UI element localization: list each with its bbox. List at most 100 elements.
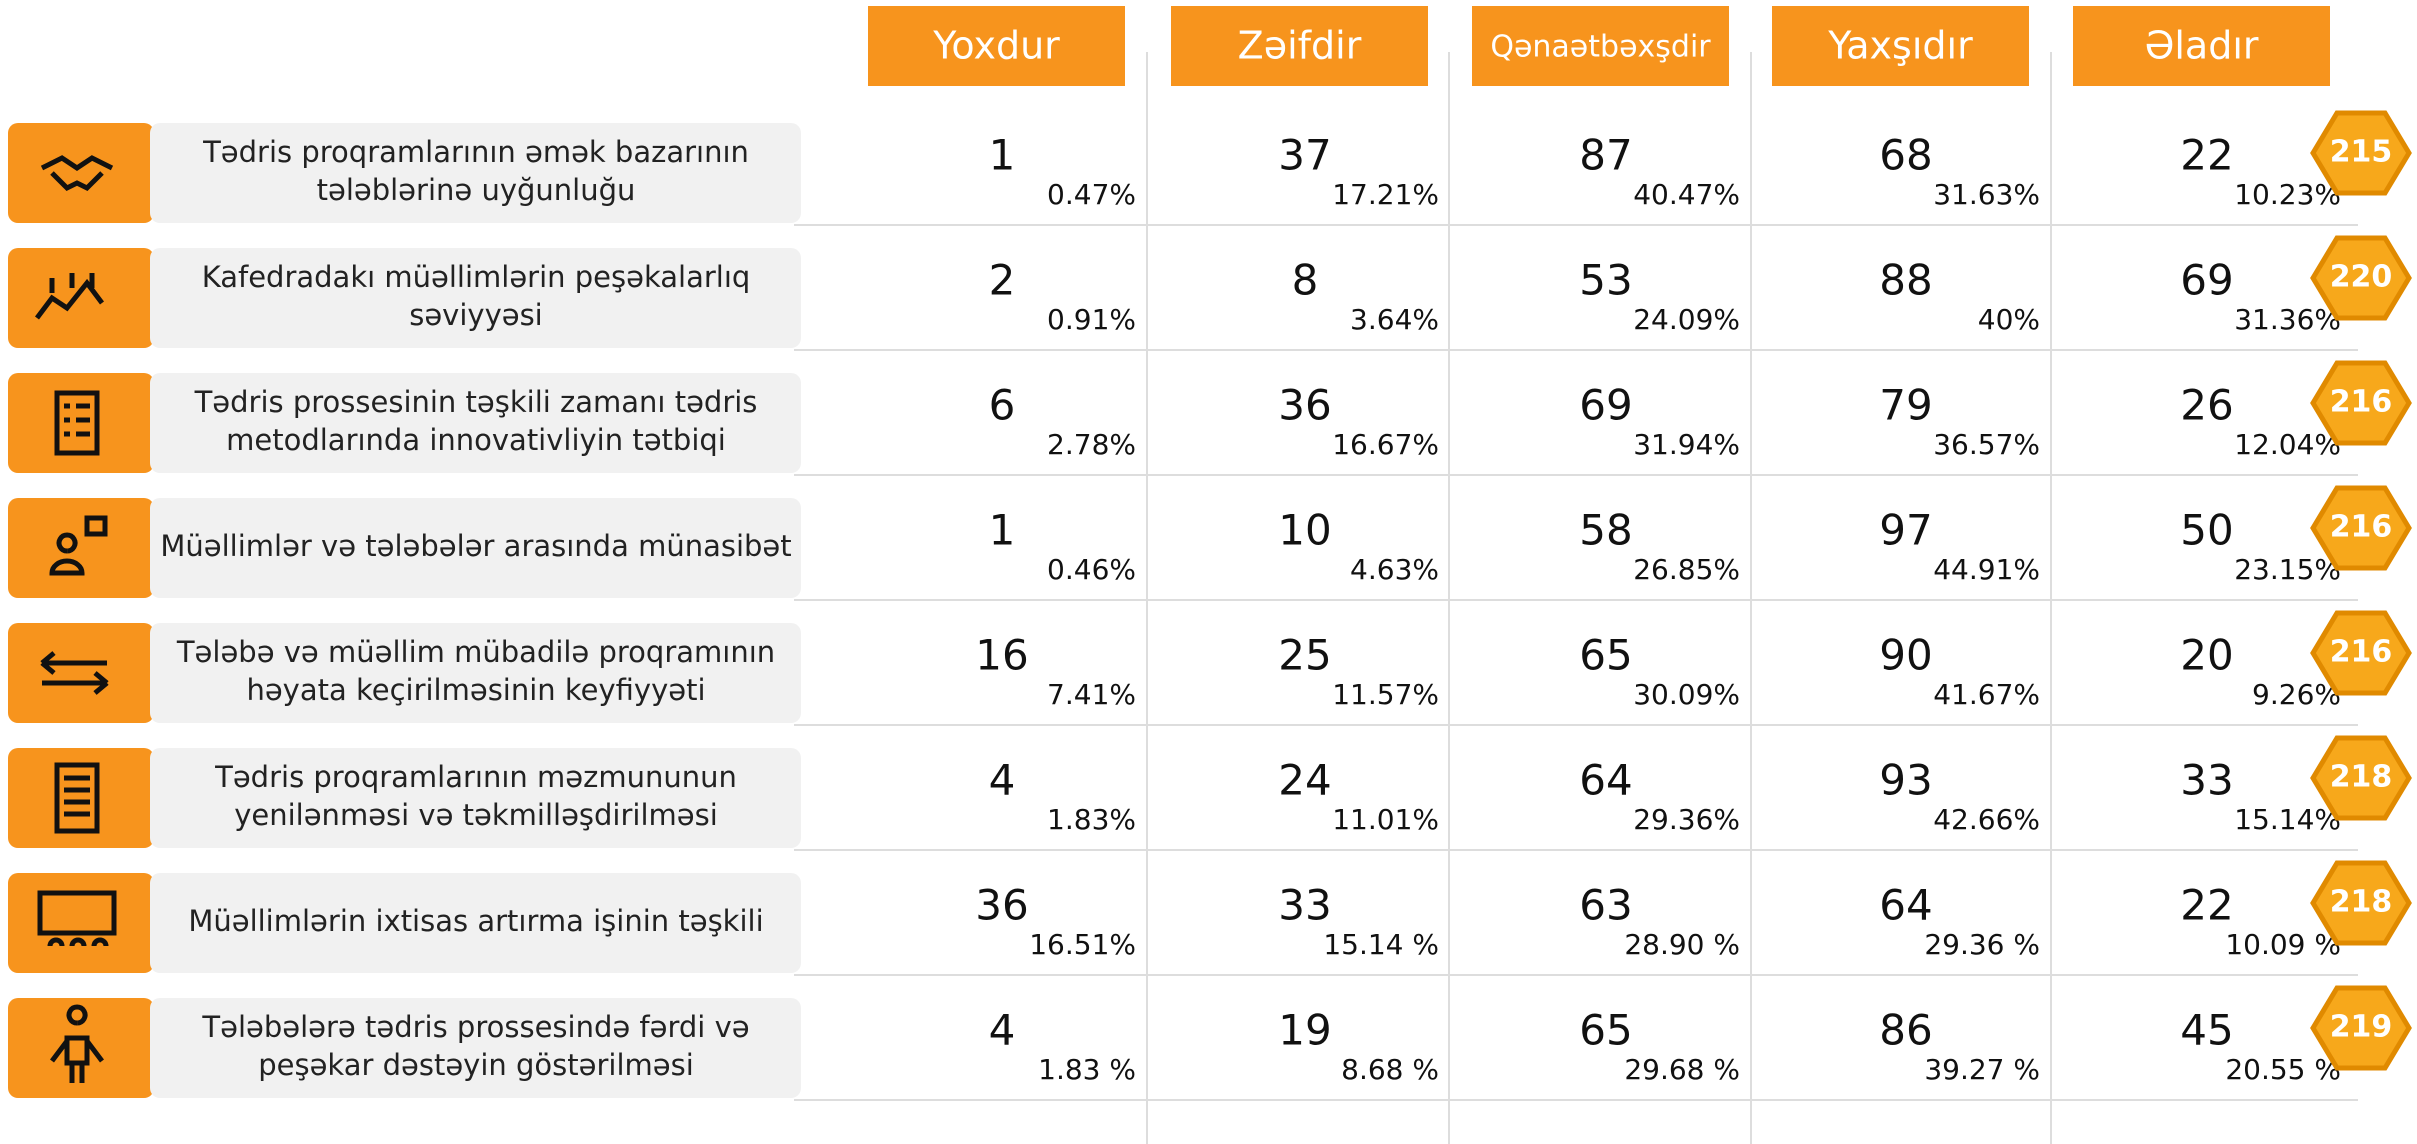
percent: 29.36%: [1633, 803, 1740, 836]
percent: 12.04%: [2234, 428, 2341, 461]
count: 22: [2180, 881, 2233, 930]
icon-box: [8, 123, 154, 223]
percent: 40.47%: [1633, 178, 1740, 211]
percent: 42.66%: [1933, 803, 2040, 836]
count: 33: [1278, 881, 1331, 930]
row-label: Müəllimlərin ixtisas artırma işinin təşk…: [188, 904, 763, 938]
count: 64: [1579, 756, 1632, 805]
row-label: Müəllimlər və tələbələr arasında münasib…: [160, 529, 791, 563]
row-label: Tələbə və müəllim mübadilə proqramının: [176, 635, 775, 669]
count: 19: [1278, 1006, 1331, 1055]
total-badge: [2310, 110, 2412, 196]
total: 216: [2330, 385, 2393, 420]
percent: 16.51%: [1029, 928, 1136, 961]
header-box: [1772, 6, 2029, 86]
percent: 15.14 %: [1323, 928, 1439, 961]
percent: 31.94%: [1633, 428, 1740, 461]
label-box: [150, 248, 801, 348]
count: 1: [989, 506, 1016, 555]
total: 216: [2330, 510, 2393, 545]
percent: 28.90 %: [1624, 928, 1740, 961]
percent: 8.68 %: [1341, 1053, 1439, 1086]
count: 10: [1278, 506, 1331, 555]
count: 20: [2180, 631, 2233, 680]
count: 36: [975, 881, 1028, 930]
percent: 11.01%: [1332, 803, 1439, 836]
percent: 44.91%: [1933, 553, 2040, 586]
icon-box: [8, 748, 154, 848]
row-label: peşəkar dəstəyin göstərilməsi: [258, 1048, 694, 1082]
row-label: Tədris prossesinin təşkili zamanı tədris: [194, 385, 758, 419]
percent: 7.41%: [1047, 678, 1136, 711]
icon-box: [8, 873, 154, 973]
row-label: metodlarında innovativliyin tətbiqi: [226, 423, 726, 457]
label-box: [150, 998, 801, 1098]
total: 219: [2330, 1010, 2393, 1045]
percent: 2.78%: [1047, 428, 1136, 461]
total: 220: [2330, 260, 2393, 295]
label-box: [150, 498, 801, 598]
label-box: [150, 623, 801, 723]
percent: 0.91%: [1047, 303, 1136, 336]
row-icon: [37, 890, 117, 947]
percent: 0.46%: [1047, 553, 1136, 586]
count: 4: [989, 756, 1016, 805]
percent: 3.64%: [1350, 303, 1439, 336]
percent: 39.27 %: [1924, 1053, 2040, 1086]
count: 16: [975, 631, 1028, 680]
total-badge: [2310, 235, 2412, 321]
percent: 1.83 %: [1038, 1053, 1136, 1086]
count: 64: [1879, 881, 1932, 930]
row-label: Tədris proqramlarının məzmununun: [214, 760, 737, 794]
percent: 0.47%: [1047, 178, 1136, 211]
percent: 30.09%: [1633, 678, 1740, 711]
total-badge: [2310, 860, 2412, 946]
header-box: [2073, 6, 2330, 86]
count: 8: [1292, 256, 1319, 305]
row-icon: [40, 155, 114, 192]
total: 218: [2330, 885, 2393, 920]
percent: 41.67%: [1933, 678, 2040, 711]
count: 79: [1879, 381, 1932, 430]
count: 33: [2180, 756, 2233, 805]
header-label: Yoxdur: [932, 24, 1060, 68]
count: 65: [1579, 631, 1632, 680]
percent: 11.57%: [1332, 678, 1439, 711]
percent: 31.63%: [1933, 178, 2040, 211]
row-label: yenilənməsi və təkmilləşdirilməsi: [234, 798, 718, 832]
percent: 17.21%: [1332, 178, 1439, 211]
count: 88: [1879, 256, 1932, 305]
icon-box: [8, 998, 154, 1098]
count: 58: [1579, 506, 1632, 555]
row-icon: [40, 651, 109, 695]
row-label: həyata keçirilməsinin keyfiyyəti: [246, 673, 705, 707]
total: 215: [2330, 135, 2393, 170]
count: 36: [1278, 381, 1331, 430]
count: 93: [1879, 756, 1932, 805]
count: 22: [2180, 131, 2233, 180]
count: 86: [1879, 1006, 1932, 1055]
count: 68: [1879, 131, 1932, 180]
total: 218: [2330, 760, 2393, 795]
percent: 26.85%: [1633, 553, 1740, 586]
total-badge: [2310, 985, 2412, 1071]
percent: 15.14%: [2234, 803, 2341, 836]
count: 65: [1579, 1006, 1632, 1055]
count: 26: [2180, 381, 2233, 430]
percent: 20.55 %: [2225, 1053, 2341, 1086]
percent: 29.36 %: [1924, 928, 2040, 961]
row-icon: [54, 390, 100, 456]
row-icon: [49, 515, 108, 576]
row-label: Kafedradakı müəllimlərin peşəkalarlıq: [202, 260, 751, 294]
count: 25: [1278, 631, 1331, 680]
count: 69: [2180, 256, 2233, 305]
row-icon: [35, 273, 104, 320]
header-label: Zəifdir: [1238, 24, 1362, 68]
percent: 9.26%: [2252, 678, 2341, 711]
row-label: səviyyəsi: [409, 298, 543, 332]
icon-box: [8, 248, 154, 348]
count: 50: [2180, 506, 2233, 555]
label-box: [150, 748, 801, 848]
percent: 24.09%: [1633, 303, 1740, 336]
